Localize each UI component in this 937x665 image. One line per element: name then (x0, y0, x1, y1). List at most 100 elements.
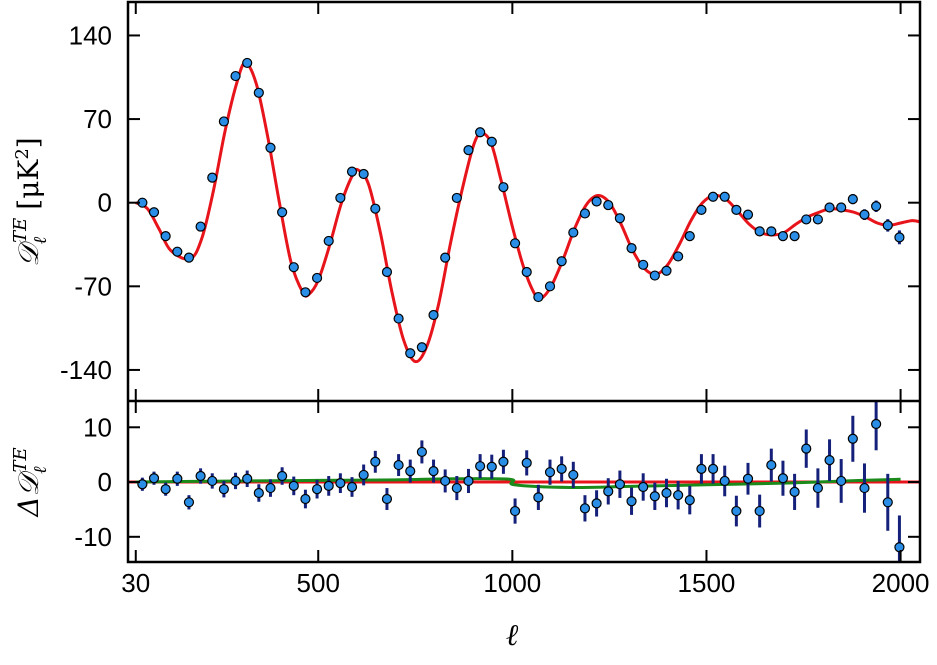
data-point (323, 235, 334, 247)
residual-point (789, 486, 800, 498)
residual-point (894, 542, 905, 553)
residual-y-tick-label: 0 (98, 467, 112, 497)
residual-point (288, 480, 299, 491)
residual-point (475, 461, 486, 472)
residual-point (626, 496, 637, 507)
data-point (242, 57, 253, 69)
residual-point (311, 484, 323, 495)
data-point (346, 166, 358, 177)
residual-point (801, 443, 812, 454)
data-point (603, 199, 614, 211)
residual-point (148, 473, 160, 484)
residual-point (381, 493, 393, 505)
residual-point (638, 481, 649, 493)
data-point (416, 342, 427, 353)
data-point (463, 145, 474, 156)
y-tick-label: -70 (74, 271, 112, 301)
residual-point (533, 492, 544, 503)
data-point (719, 191, 730, 202)
residual-y-axis-label: Δ𝒟ℓTE (10, 447, 51, 517)
residual-point (509, 505, 521, 517)
x-tick-label: 1500 (678, 568, 736, 598)
data-point (486, 136, 497, 147)
y-label-sup: TE (10, 218, 31, 243)
data-point (591, 196, 602, 207)
residual-point (277, 470, 288, 482)
data-point (649, 270, 660, 281)
data-point (475, 127, 486, 138)
data-point (148, 207, 160, 218)
data-point (172, 246, 183, 257)
data-point (836, 202, 847, 213)
residual-point (346, 481, 358, 493)
y-label-unit-sup: 2 (12, 148, 33, 159)
y-tick-label: 70 (83, 104, 112, 134)
residual-point (777, 473, 789, 484)
residual-point (486, 461, 497, 472)
data-point (335, 192, 346, 204)
residual-point (207, 475, 218, 487)
top-panel (135, 57, 920, 364)
residual-point (847, 433, 858, 444)
residual-point (498, 456, 509, 467)
data-point (661, 265, 672, 276)
residual-point (696, 463, 707, 475)
x-tick-label: 1000 (483, 568, 541, 598)
residual-point (160, 484, 171, 495)
data-point (498, 182, 509, 193)
x-tick-label: 500 (297, 568, 340, 598)
data-point (579, 208, 591, 219)
plot-area (128, 57, 920, 562)
data-point (381, 266, 393, 278)
data-point (777, 231, 789, 242)
residual-point (183, 497, 195, 508)
y-tick-label: 0 (98, 188, 112, 218)
data-point (556, 256, 567, 267)
data-point (265, 142, 276, 153)
data-point (230, 70, 241, 82)
residual-point (882, 497, 893, 508)
data-point (405, 348, 416, 359)
residual-point (300, 493, 311, 505)
residual-point (591, 498, 602, 509)
data-point (160, 231, 171, 242)
residual-point (195, 470, 206, 482)
residual-point (463, 475, 474, 487)
residual-point (137, 479, 148, 490)
data-point (801, 214, 812, 225)
data-point (754, 226, 765, 237)
model-curve (135, 61, 920, 364)
data-point (731, 204, 742, 215)
data-point (568, 227, 579, 238)
residual-point (556, 463, 567, 475)
residual-point (405, 465, 416, 477)
frame (126, 0, 922, 564)
residual-y-tick-label: -10 (74, 522, 112, 552)
residual-point (707, 463, 719, 475)
residual-point (614, 479, 625, 490)
data-point (614, 213, 625, 224)
residual-panel (128, 401, 920, 562)
residual-point (824, 455, 835, 466)
residual-point (265, 482, 276, 494)
residual-label-sub: ℓ (30, 466, 51, 474)
data-point (871, 201, 882, 212)
data-point (882, 220, 893, 231)
data-point (288, 262, 299, 273)
residual-point (440, 475, 451, 487)
data-point (766, 226, 777, 237)
residual-point (230, 475, 241, 487)
data-point (894, 232, 905, 243)
data-point (626, 242, 637, 254)
data-point (533, 291, 544, 303)
residual-point (242, 473, 253, 484)
residual-point (428, 465, 439, 477)
data-point (638, 259, 649, 270)
data-point (183, 252, 195, 263)
residual-point (393, 459, 404, 471)
residual-point (719, 475, 730, 487)
data-point (673, 251, 684, 262)
residual-point (766, 459, 777, 471)
y-tick-label: 140 (69, 20, 112, 50)
